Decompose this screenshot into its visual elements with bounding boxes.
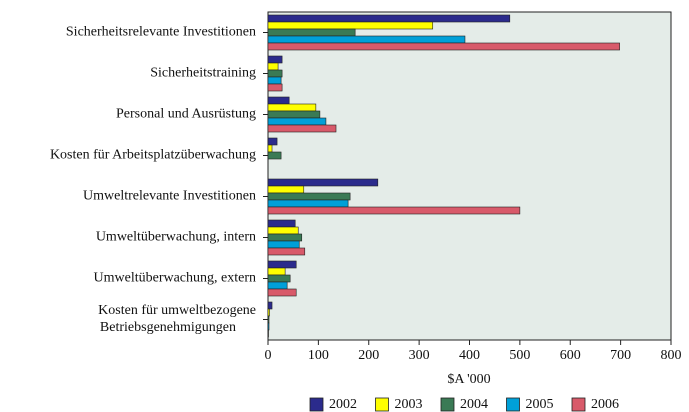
legend-label: 2003 (395, 397, 423, 412)
bar (267, 274, 291, 283)
bar (267, 55, 283, 64)
bar (267, 69, 283, 78)
bar (267, 192, 351, 201)
x-tick-label: 200 (358, 348, 379, 363)
x-tick-label: 800 (661, 348, 682, 363)
y-tick-label: Sicherheitsrelevante Investitionen (66, 25, 256, 40)
x-axis-title: $A '000 (447, 372, 490, 387)
x-tick-label: 700 (610, 348, 631, 363)
x-tick-label: 0 (265, 348, 272, 363)
bar (267, 185, 305, 194)
bar (267, 301, 273, 310)
y-tick-label: Umweltüberwachung, extern (94, 271, 257, 286)
bar (267, 226, 299, 235)
bar (267, 288, 297, 297)
bar (267, 76, 282, 85)
bar (267, 96, 290, 105)
legend-swatch (440, 397, 455, 412)
legend-label: 2002 (329, 397, 357, 412)
y-tick-label: Umweltrelevante Investitionen (83, 189, 256, 204)
bar (267, 28, 356, 37)
legend-swatch (309, 397, 324, 412)
y-tick-label: Sicherheitstraining (150, 66, 256, 81)
bar (267, 42, 620, 51)
x-tick-label: 500 (509, 348, 530, 363)
bar (267, 62, 279, 71)
bar (267, 233, 303, 242)
bar (267, 240, 300, 249)
bar (267, 103, 317, 112)
bar (267, 144, 273, 153)
legend-label: 2005 (526, 397, 554, 412)
bar (267, 83, 283, 92)
bar (267, 267, 286, 276)
bar (267, 219, 296, 228)
bar (267, 151, 282, 160)
bar (267, 199, 349, 208)
y-tick-label: Kosten für umweltbezogene Betriebsgenehmi… (98, 303, 256, 335)
y-tick-label: Personal und Ausrüstung (116, 107, 256, 122)
bar (267, 329, 269, 338)
bar (267, 14, 511, 23)
x-tick-label: 400 (459, 348, 480, 363)
bar (267, 308, 270, 317)
x-tick-label: 100 (308, 348, 329, 363)
bar (267, 110, 321, 119)
legend-swatch (375, 397, 389, 412)
bar (267, 35, 466, 44)
bar (267, 315, 270, 324)
x-tick-label: 600 (560, 348, 581, 363)
bar (267, 206, 521, 215)
plot-area (267, 11, 672, 341)
bar (267, 178, 379, 187)
bar (267, 124, 337, 133)
bar (267, 21, 434, 30)
legend-swatch (506, 397, 520, 412)
y-tick-label: Kosten für Arbeitsplatzüberwachung (50, 148, 256, 163)
bar (267, 322, 270, 331)
y-tick-label: Umweltüberwachung, intern (96, 230, 256, 245)
bar (267, 137, 278, 146)
bar (267, 247, 306, 256)
bar (267, 281, 288, 290)
legend-swatch (571, 397, 586, 412)
bar (267, 117, 327, 126)
bar (267, 260, 297, 269)
legend-label: 2006 (591, 397, 619, 412)
x-tick-label: 300 (409, 348, 430, 363)
legend-label: 2004 (460, 397, 488, 412)
